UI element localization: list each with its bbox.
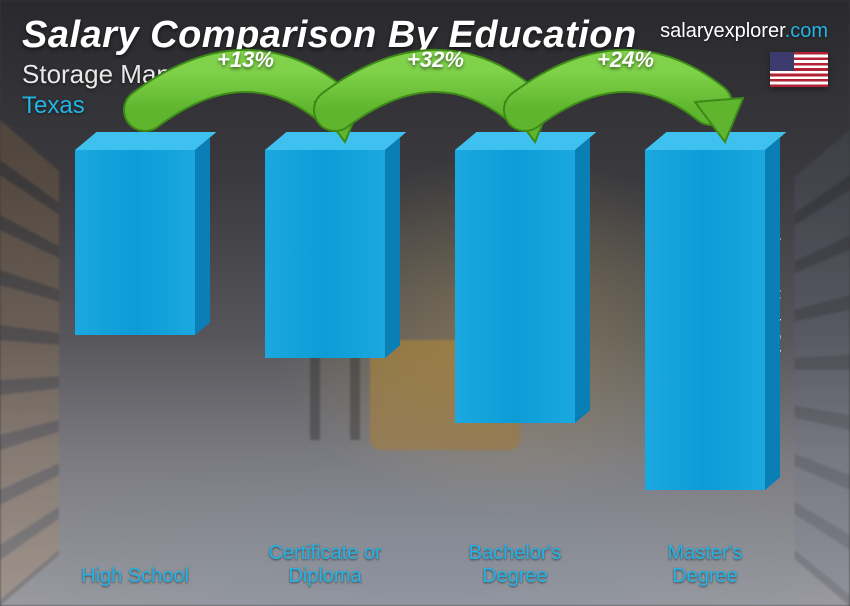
bar (645, 150, 765, 490)
chart-subtitle: Storage Manager (22, 59, 637, 90)
bar-category-label: Master'sDegree (615, 542, 795, 588)
brand-domain: .com (785, 20, 828, 42)
content-layer: Salary Comparison By Education Storage M… (0, 0, 850, 606)
bar-slot: 94,100 USDHigh School (40, 150, 230, 536)
brand-name: salaryexplorer (660, 20, 785, 42)
bar-slot: 106,000 USDCertificate orDiploma (230, 150, 420, 536)
bar-slot: 139,000 USDBachelor'sDegree (420, 150, 610, 536)
bar (265, 150, 385, 358)
bar-category-label: Certificate orDiploma (235, 542, 415, 588)
us-flag-icon (770, 52, 828, 87)
brand-label: salaryexplorer.com (660, 20, 828, 43)
bar-slot: 173,000 USDMaster'sDegree (610, 150, 800, 536)
chart-region: Texas (22, 92, 637, 120)
bar (455, 150, 575, 423)
bar-chart: 94,100 USDHigh School106,000 USDCertific… (40, 150, 800, 586)
bars-container: 94,100 USDHigh School106,000 USDCertific… (40, 150, 800, 536)
header: Salary Comparison By Education Storage M… (22, 14, 637, 120)
bar (75, 150, 195, 335)
bar-category-label: High School (45, 565, 225, 588)
chart-title: Salary Comparison By Education (22, 14, 637, 57)
bar-category-label: Bachelor'sDegree (425, 542, 605, 588)
